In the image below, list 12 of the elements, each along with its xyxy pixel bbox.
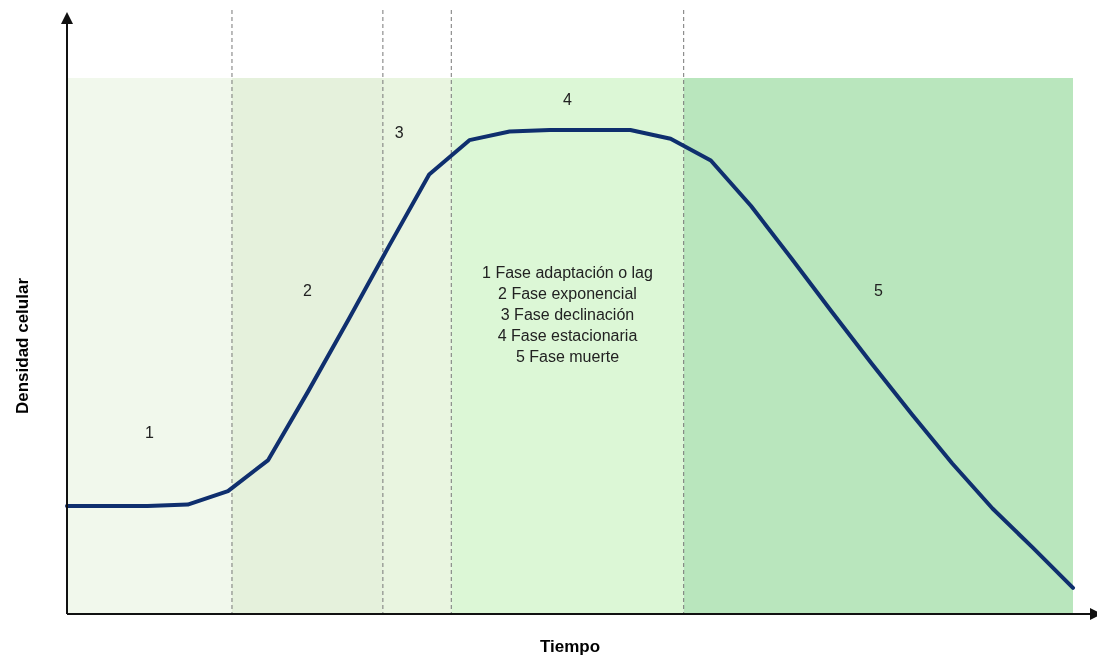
annotation: 3: [394, 124, 404, 141]
annotation: 5 Fase muerte: [515, 348, 620, 365]
text: 4: [563, 91, 573, 108]
annotation: 2 Fase exponencial: [498, 285, 637, 302]
annotation: 1: [145, 424, 155, 441]
annotation: 5: [873, 282, 883, 299]
x-axis-title: Tiempo: [539, 637, 601, 656]
annotation: 4 Fase estacionaria: [497, 327, 638, 344]
annotation: 1 Fase adaptación o lag: [482, 264, 653, 281]
annotation: 2: [302, 282, 312, 299]
annotation: 3 Fase declinación: [500, 306, 635, 323]
y-axis-title: Densidad celular: [13, 277, 32, 415]
